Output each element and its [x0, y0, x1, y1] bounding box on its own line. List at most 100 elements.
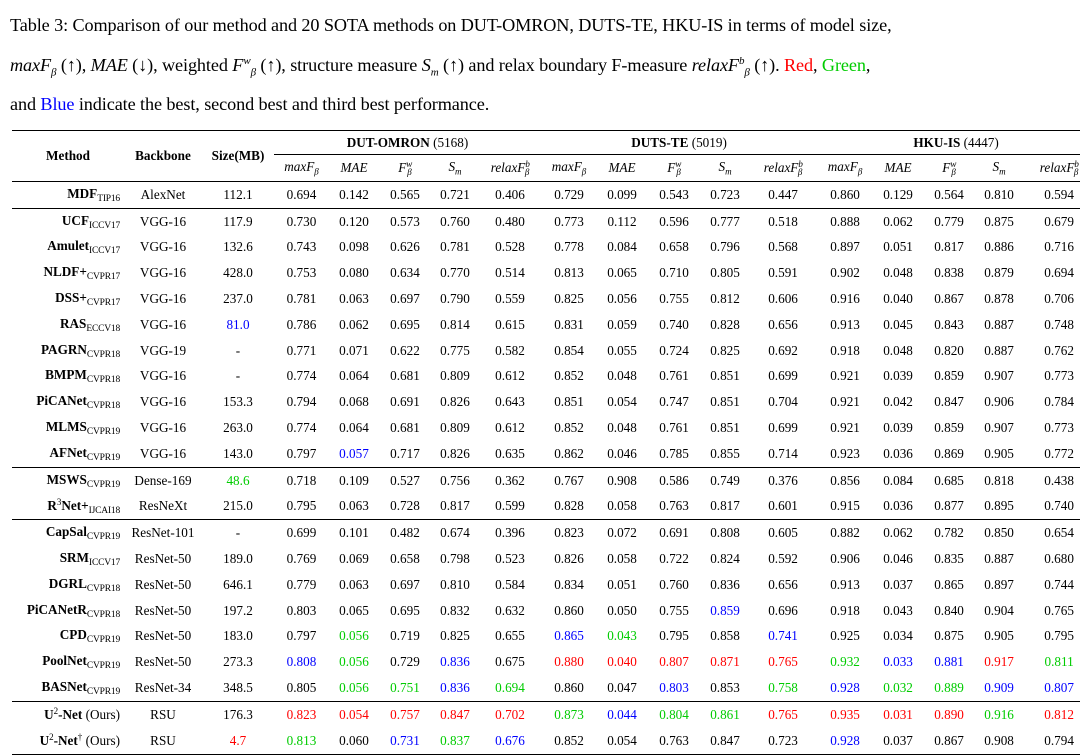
method-name: UCFICCV17: [12, 207, 124, 235]
metric-value-cell: 0.853: [710, 680, 740, 696]
metric-value-cell: 0.740: [1044, 498, 1074, 514]
metric-value-cell: 0.826: [440, 394, 470, 410]
metric-value-cell: 0.875: [934, 628, 964, 644]
metric-value-cell: 0.761: [659, 420, 689, 436]
metric-value-cell: 0.825: [710, 342, 740, 358]
metric-value-cell: 0.921: [830, 394, 860, 410]
metric-value-cell: 0.907: [984, 368, 1014, 384]
metric-value-cell: 0.810: [440, 576, 470, 592]
metric-value-cell: 0.743: [286, 239, 317, 255]
metric-value-cell: 0.719: [390, 628, 420, 644]
metric-value-cell: 0.680: [1044, 551, 1074, 567]
metric-value-cell: 0.756: [431, 466, 479, 494]
metric-value-cell: 0.808: [286, 654, 317, 670]
table-row: BMPMCVPR18 VGG-16 - 0.774 0.064 0.681 0.809 0.6…: [12, 364, 1080, 390]
method-name: SRMICCV17: [59, 550, 121, 569]
metric-value-cell: 0.101: [329, 519, 379, 547]
metric-value-cell: 0.635: [495, 445, 525, 461]
metric-value-cell: 0.039: [883, 368, 913, 384]
size-cell: 81.0: [226, 316, 250, 332]
metric-value-cell: 0.828: [554, 498, 584, 514]
metric-value-cell: 0.480: [479, 207, 542, 235]
backbone-cell: VGG-16: [139, 265, 187, 281]
metric-value-cell: 0.656: [768, 316, 798, 332]
header-metric: maxFβ: [817, 154, 874, 182]
method-name: CapSalCVPR19: [12, 519, 124, 547]
metric-value-cell: 0.747: [659, 394, 689, 410]
metric-value-cell: 0.831: [554, 316, 584, 332]
header-metric: relaxFbβ: [1023, 154, 1080, 182]
metric-value-cell: 0.063: [339, 576, 369, 592]
metric-value-cell: 0.826: [554, 551, 584, 567]
metric-value-cell: 0.681: [390, 368, 420, 384]
metric-value-cell: 0.773: [1044, 368, 1074, 384]
metric-value-cell: 0.729: [541, 181, 598, 209]
metric-value-cell: 0.897: [984, 576, 1014, 592]
metric-value-cell: 0.482: [379, 519, 431, 547]
method-name: MDFTIP16: [12, 181, 124, 209]
metric-value-cell: 0.068: [339, 394, 369, 410]
metric-value-cell: 0.046: [883, 551, 913, 567]
metric-value-cell: 0.730: [274, 207, 329, 235]
metric-value-cell: 0.795: [286, 498, 317, 514]
metric-value-cell: 0.691: [390, 394, 420, 410]
metric-value-cell: 0.722: [659, 551, 689, 567]
metric-value-cell: 0.880: [554, 654, 584, 670]
metric-value-cell: 0.658: [390, 551, 420, 567]
metric-value-cell: 0.881: [934, 654, 964, 670]
method-name: MLMSCVPR19: [45, 419, 120, 438]
metric-value-cell: 0.048: [607, 420, 637, 436]
metric-value-cell: 0.913: [830, 576, 860, 592]
metric-value-cell: 0.592: [768, 551, 798, 567]
metric-value-cell: 0.396: [479, 519, 542, 547]
metric-value-cell: 0.763: [647, 727, 702, 755]
backbone-cell: VGG-16: [139, 420, 187, 436]
metric-value-cell: 0.784: [1044, 394, 1074, 410]
metric-value-cell: 0.832: [440, 602, 470, 618]
metric-value-cell: 0.033: [883, 654, 913, 670]
metric-value-cell: 0.129: [873, 181, 924, 209]
metric-value-cell: 0.877: [934, 498, 964, 514]
header-metric: MAE: [597, 154, 648, 182]
metric-value-cell: 0.594: [1023, 181, 1080, 209]
method-name: MSWSCVPR19: [12, 466, 124, 494]
metric-value-cell: 0.852: [541, 727, 598, 755]
metric-value-cell: 0.904: [984, 602, 1014, 618]
table-row: AmuletICCV17 VGG-16 132.6 0.743 0.098 0.626 0.…: [12, 235, 1080, 261]
metric-value-cell: 0.817: [934, 239, 964, 255]
method-name: R3Net+IJCAI18: [47, 496, 120, 516]
metric-value-cell: 0.697: [390, 576, 420, 592]
metric-value-cell: 0.058: [607, 551, 637, 567]
header-metric: Sm: [431, 154, 479, 182]
metric-value-cell: 0.694: [495, 680, 525, 696]
metric-value-cell: 0.795: [1044, 628, 1074, 644]
metric-value-cell: 0.767: [541, 466, 598, 494]
header-metric: MAE: [873, 154, 924, 182]
metric-value-cell: 0.046: [607, 445, 637, 461]
table-row: PoolNetCVPR19 ResNet-50 273.3 0.808 0.056 0.7…: [12, 649, 1080, 675]
metric-value-cell: 0.050: [607, 602, 637, 618]
backbone-cell: VGG-16: [139, 368, 187, 384]
method-name: PiCANetCVPR18: [36, 393, 120, 412]
metric-value-cell: 0.065: [339, 602, 369, 618]
metric-value-cell: 0.803: [659, 680, 689, 696]
metric-value-cell: 0.773: [541, 207, 598, 235]
backbone-cell: ResNeXt: [138, 498, 188, 514]
backbone-cell: ResNet-50: [134, 628, 192, 644]
metric-value-cell: 0.612: [495, 368, 525, 384]
table-row: MDFTIP16 AlexNet 112.1 0.694 0.142 0.565 0.721…: [12, 181, 1080, 209]
metric-value-cell: 0.854: [554, 342, 584, 358]
metric-value-cell: 0.675: [495, 654, 525, 670]
metric-value-cell: 0.702: [479, 700, 542, 728]
metric-value-cell: 0.795: [659, 628, 689, 644]
header-metric: maxFβ: [274, 154, 329, 182]
metric-value-cell: 0.843: [934, 316, 964, 332]
metric-value-cell: 0.112: [597, 207, 648, 235]
legend-blue: Blue: [40, 94, 75, 114]
size-cell: 348.5: [223, 680, 253, 696]
method-name: AFNetCVPR19: [49, 444, 121, 463]
size-cell: 237.0: [223, 291, 253, 307]
header-dataset-hku-is: HKU-IS (4447): [913, 134, 999, 150]
metric-value-cell: 0.697: [390, 291, 420, 307]
table-row: R3Net+IJCAI18 ResNeXt 215.0 0.795 0.063 0.728…: [12, 494, 1080, 520]
